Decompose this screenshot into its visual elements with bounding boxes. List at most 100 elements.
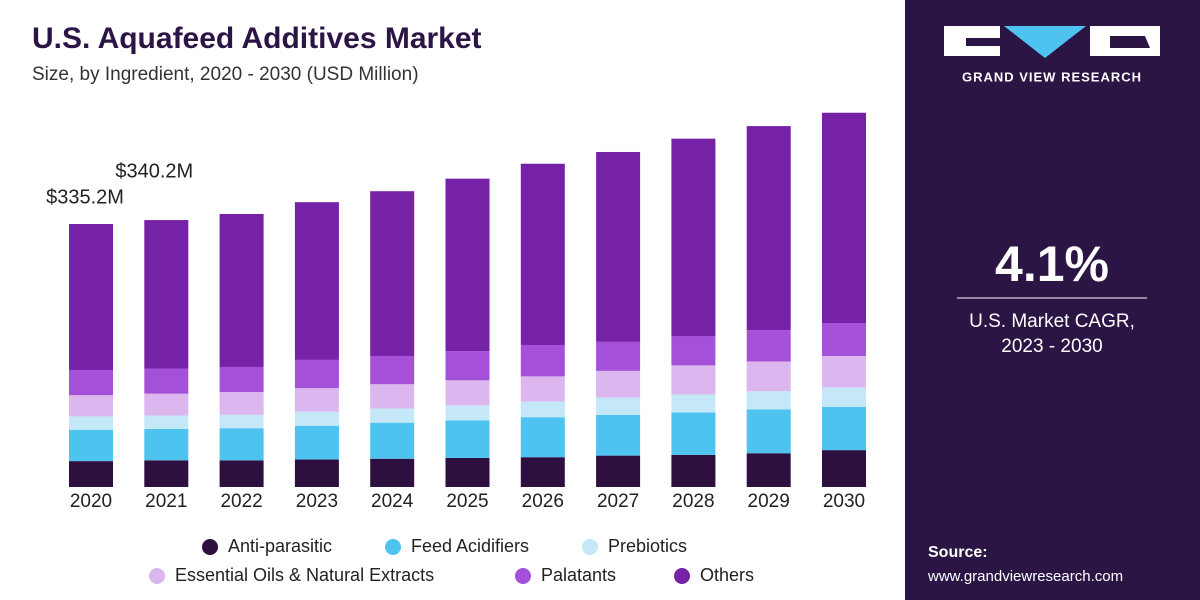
legend: Anti-parasitic Feed Acidifiers Prebiotics E… [149, 536, 754, 585]
bar-segment [746, 453, 791, 487]
bar-segment [69, 224, 113, 371]
bar-segment [671, 454, 716, 487]
bar-segment [294, 359, 339, 389]
bar-segment [822, 355, 866, 388]
bar-segment [520, 401, 565, 418]
x-tick-label: 2024 [371, 491, 414, 512]
bar-segment [219, 392, 264, 415]
x-tick-label: 2029 [748, 491, 790, 512]
cagr-caption: 2023 - 2030 [1001, 336, 1102, 357]
bar-segment [370, 191, 415, 356]
bar-segment [520, 344, 565, 377]
bar-segment [219, 366, 264, 393]
legend-marker [674, 568, 690, 584]
x-tick-label: 2025 [446, 491, 488, 512]
x-tick-label: 2027 [597, 491, 639, 512]
x-tick-label: 2026 [522, 491, 564, 512]
x-tick-label: 2020 [70, 491, 112, 512]
bar-segment [294, 459, 339, 487]
bar-segment [144, 393, 189, 416]
bar-segment [219, 213, 264, 367]
x-tick-label: 2023 [296, 491, 338, 512]
bar-segment [69, 461, 113, 487]
legend-marker [385, 539, 401, 555]
bar-segment [596, 151, 641, 342]
bar-segment [520, 376, 565, 402]
bar-segment [445, 420, 490, 458]
bar-segment [520, 163, 565, 345]
bar-segment [596, 341, 641, 371]
bar-segment [822, 323, 866, 356]
brand-name: GRAND VIEW RESEARCH [962, 69, 1142, 84]
bar-segment [370, 355, 415, 385]
bar-segment [294, 202, 339, 360]
bar-segment [445, 380, 490, 406]
cagr-caption: U.S. Market CAGR, [969, 311, 1135, 332]
source-label: Source: [928, 544, 988, 561]
bar-segment [69, 395, 113, 417]
logo [944, 26, 1160, 58]
legend-label: Anti-parasitic [228, 536, 332, 556]
logo-shape [1110, 36, 1150, 48]
total-label: $335.2M [46, 186, 124, 208]
cagr-value: 4.1% [995, 236, 1109, 292]
bar-segment [445, 405, 490, 421]
bar-segment [294, 425, 339, 460]
bar-segment [671, 394, 716, 413]
bar-segment [219, 428, 264, 461]
bar-segment [596, 414, 641, 456]
bar-segment [671, 336, 716, 366]
bar-segment [370, 408, 415, 423]
legend-marker [202, 539, 218, 555]
bar-segment [144, 428, 189, 461]
legend-label: Essential Oils & Natural Extracts [175, 565, 434, 585]
chart-title: U.S. Aquafeed Additives Market [32, 22, 482, 55]
legend-marker [515, 568, 531, 584]
bar-segment [219, 460, 264, 487]
logo-shape [966, 38, 1000, 46]
bar-segment [144, 368, 189, 394]
bar-segment [144, 460, 189, 487]
bar-segment [69, 416, 113, 430]
x-tick-label: 2022 [220, 491, 262, 512]
x-tick-label: 2021 [145, 491, 187, 512]
bar-segment [69, 370, 113, 396]
bar-segment [596, 455, 641, 487]
bar-segment [69, 429, 113, 462]
bar-segment [746, 409, 791, 454]
bar-segment [822, 112, 866, 324]
bar-segment [370, 458, 415, 487]
legend-label: Palatants [541, 565, 616, 585]
source-url: www.grandviewresearch.com [927, 568, 1123, 585]
bar-segment [746, 126, 791, 331]
logo-shape [1004, 26, 1086, 58]
bar-segment [370, 384, 415, 409]
legend-marker [149, 568, 165, 584]
bar-segment [144, 220, 189, 369]
bar-segment [596, 397, 641, 415]
bar-segment [445, 457, 490, 487]
bar-segment [219, 414, 264, 429]
bar-segment [520, 417, 565, 458]
total-label: $340.2M [115, 160, 193, 182]
bar-segment [520, 457, 565, 487]
bar-segment [671, 138, 716, 337]
bar-segment [671, 365, 716, 395]
bar-segment [370, 422, 415, 459]
legend-marker [582, 539, 598, 555]
bar-segment [671, 412, 716, 455]
legend-label: Prebiotics [608, 536, 687, 556]
bar-segment [445, 351, 490, 381]
bar-segment [822, 387, 866, 407]
bar-segment [746, 391, 791, 410]
legend-label: Others [700, 565, 754, 585]
chart-subtitle: Size, by Ingredient, 2020 - 2030 (USD Mi… [32, 64, 419, 85]
plot: 2020 2021 2022 2023 2024 2025 2026 2027 2028 2029… [46, 112, 866, 512]
bar-segment [822, 450, 866, 487]
bar-segment [294, 388, 339, 412]
bar-segment [596, 370, 641, 398]
x-tick-label: 2030 [823, 491, 865, 512]
bar-segment [822, 406, 866, 451]
